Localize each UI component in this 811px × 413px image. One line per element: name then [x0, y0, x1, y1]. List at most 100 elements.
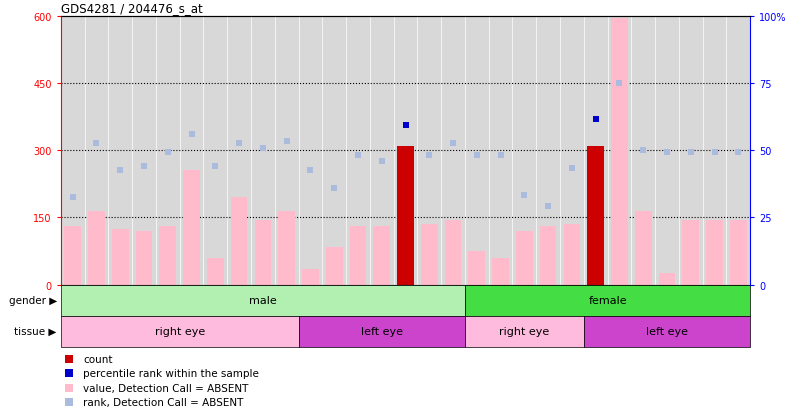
- Bar: [298, 316, 465, 347]
- Text: gender ▶: gender ▶: [9, 295, 57, 306]
- FancyBboxPatch shape: [513, 17, 536, 285]
- Text: right eye: right eye: [155, 326, 205, 337]
- Point: [185, 132, 198, 138]
- Point: [613, 80, 626, 87]
- FancyBboxPatch shape: [584, 17, 607, 285]
- Text: left eye: left eye: [361, 326, 403, 337]
- Bar: [397, 146, 414, 285]
- Point: [542, 203, 555, 210]
- Text: rank, Detection Call = ABSENT: rank, Detection Call = ABSENT: [83, 397, 243, 407]
- FancyBboxPatch shape: [251, 17, 275, 285]
- Bar: [635, 211, 651, 285]
- Bar: [160, 227, 176, 285]
- Point: [708, 150, 721, 156]
- Bar: [326, 247, 342, 285]
- Bar: [231, 198, 247, 285]
- Point: [474, 148, 487, 155]
- Bar: [61, 285, 465, 316]
- Bar: [421, 225, 438, 285]
- FancyBboxPatch shape: [61, 17, 84, 285]
- Bar: [278, 211, 295, 285]
- FancyBboxPatch shape: [227, 17, 251, 285]
- FancyBboxPatch shape: [275, 17, 298, 285]
- FancyBboxPatch shape: [393, 17, 418, 285]
- Point: [375, 159, 388, 165]
- Bar: [492, 258, 509, 285]
- FancyBboxPatch shape: [655, 17, 679, 285]
- Text: left eye: left eye: [646, 326, 688, 337]
- FancyBboxPatch shape: [180, 17, 204, 285]
- FancyBboxPatch shape: [607, 17, 631, 285]
- Text: female: female: [588, 295, 627, 306]
- Bar: [706, 220, 723, 285]
- FancyBboxPatch shape: [132, 17, 156, 285]
- Bar: [540, 227, 556, 285]
- Bar: [88, 211, 105, 285]
- Point: [589, 116, 602, 123]
- FancyBboxPatch shape: [679, 17, 702, 285]
- FancyBboxPatch shape: [204, 17, 227, 285]
- Bar: [587, 146, 604, 285]
- FancyBboxPatch shape: [322, 17, 346, 285]
- Bar: [112, 229, 129, 285]
- Point: [351, 152, 364, 159]
- Bar: [207, 258, 224, 285]
- Text: value, Detection Call = ABSENT: value, Detection Call = ABSENT: [83, 383, 248, 393]
- Point: [565, 165, 578, 172]
- Bar: [61, 316, 298, 347]
- FancyBboxPatch shape: [536, 17, 560, 285]
- Bar: [255, 220, 271, 285]
- Bar: [659, 274, 676, 285]
- Bar: [302, 269, 319, 285]
- Point: [67, 195, 79, 201]
- Bar: [135, 231, 152, 285]
- Point: [518, 192, 531, 199]
- Point: [233, 141, 246, 147]
- Bar: [584, 316, 750, 347]
- Point: [684, 150, 697, 156]
- Bar: [350, 227, 367, 285]
- Point: [90, 141, 103, 147]
- Point: [423, 152, 436, 159]
- Bar: [465, 316, 584, 347]
- Point: [637, 147, 650, 154]
- Point: [280, 138, 293, 145]
- FancyBboxPatch shape: [298, 17, 322, 285]
- FancyBboxPatch shape: [727, 17, 750, 285]
- FancyBboxPatch shape: [84, 17, 109, 285]
- Point: [138, 163, 151, 170]
- FancyBboxPatch shape: [346, 17, 370, 285]
- FancyBboxPatch shape: [560, 17, 584, 285]
- Text: count: count: [83, 354, 113, 364]
- FancyBboxPatch shape: [156, 17, 180, 285]
- Point: [474, 280, 487, 287]
- Point: [474, 16, 487, 23]
- Text: tissue ▶: tissue ▶: [15, 326, 57, 337]
- Bar: [373, 227, 390, 285]
- Point: [304, 168, 317, 174]
- Bar: [183, 171, 200, 285]
- Bar: [465, 285, 750, 316]
- FancyBboxPatch shape: [370, 17, 393, 285]
- Point: [732, 150, 744, 156]
- Bar: [64, 227, 81, 285]
- Bar: [444, 220, 461, 285]
- FancyBboxPatch shape: [465, 17, 489, 285]
- Point: [256, 145, 269, 152]
- FancyBboxPatch shape: [631, 17, 655, 285]
- Point: [161, 150, 174, 156]
- Point: [470, 152, 483, 159]
- FancyBboxPatch shape: [109, 17, 132, 285]
- Point: [114, 168, 127, 174]
- FancyBboxPatch shape: [418, 17, 441, 285]
- Text: right eye: right eye: [500, 326, 550, 337]
- Bar: [516, 231, 533, 285]
- FancyBboxPatch shape: [489, 17, 513, 285]
- FancyBboxPatch shape: [702, 17, 727, 285]
- Point: [209, 163, 222, 170]
- Bar: [682, 220, 699, 285]
- Point: [660, 150, 673, 156]
- Text: male: male: [249, 295, 277, 306]
- Text: percentile rank within the sample: percentile rank within the sample: [83, 368, 259, 378]
- Bar: [611, 19, 628, 285]
